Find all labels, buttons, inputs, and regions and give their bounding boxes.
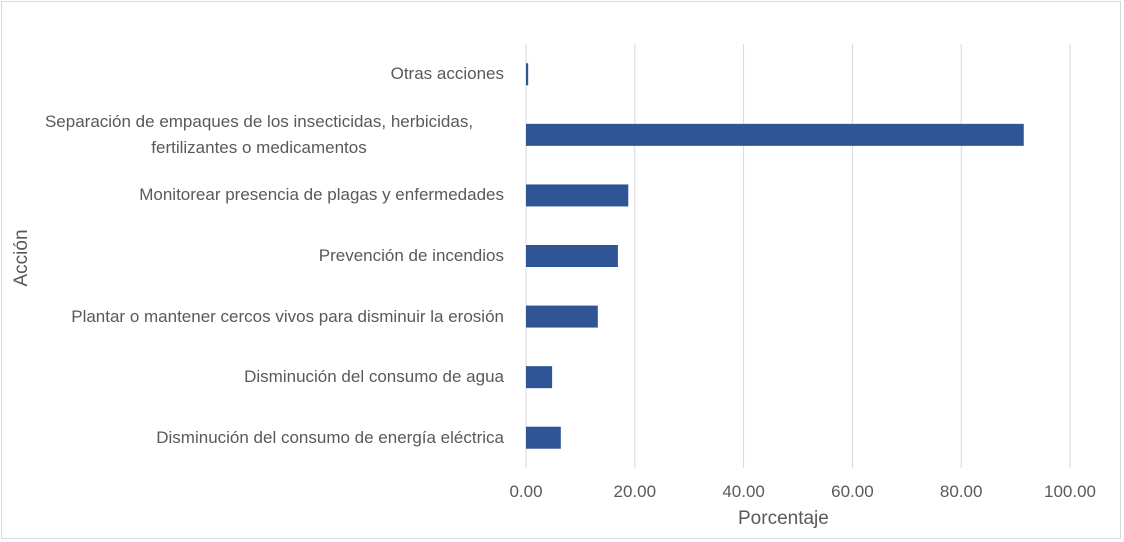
y-tick-label: Monitorear presencia de plagas y enferme…	[139, 185, 504, 205]
y-tick-label: Disminución del consumo de agua	[244, 367, 504, 387]
y-tick-label-box: Separación de empaques de los insecticid…	[14, 105, 504, 165]
bar	[526, 245, 618, 267]
y-tick-label: Plantar o mantener cercos vivos para dis…	[71, 306, 504, 326]
y-tick-label: Otras acciones	[390, 64, 504, 84]
bar	[526, 366, 553, 389]
y-tick-label: Separación de empaques de los insecticid…	[44, 111, 474, 157]
y-tick-label: Prevención de incendios	[318, 246, 504, 265]
x-tick-label: 60.00	[831, 482, 874, 501]
x-tick-label: 20.00	[613, 482, 657, 501]
y-tick-label-box: Plantar o mantener cercos vivos para dis…	[14, 287, 504, 347]
y-tick-label-box: Disminución del consumo de energía eléct…	[14, 408, 504, 468]
y-tick-label-box: Disminución del consumo de agua	[14, 347, 504, 407]
x-tick-label: 0.00	[509, 482, 543, 501]
x-axis-title: Porcentaje	[738, 508, 829, 529]
x-tick-label: 80.00	[939, 482, 983, 501]
x-tick-label: 40.00	[722, 482, 765, 501]
y-tick-label-box: Otras acciones	[14, 44, 504, 104]
bar	[526, 305, 598, 328]
bar	[526, 184, 629, 207]
y-tick-label-box: Monitorear presencia de plagas y enferme…	[14, 165, 504, 225]
y-tick-label: Disminución del consumo de energía eléct…	[156, 427, 504, 447]
bar	[526, 123, 1024, 146]
bar	[526, 63, 529, 86]
bar	[526, 426, 561, 449]
x-tick-label: 100.00	[1044, 482, 1096, 501]
y-tick-label-box: Prevención de incendios	[14, 226, 504, 286]
